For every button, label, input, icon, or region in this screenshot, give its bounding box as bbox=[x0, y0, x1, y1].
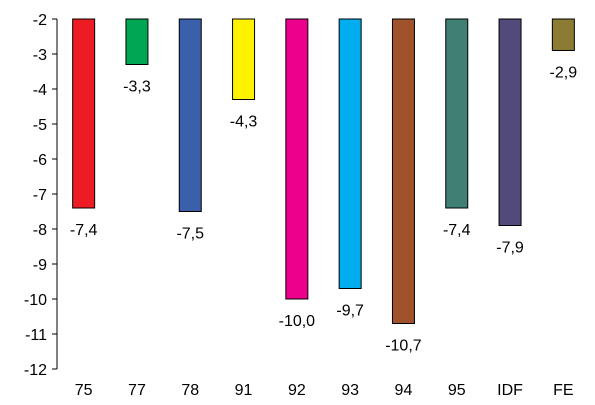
y-tick-label: -8 bbox=[33, 222, 47, 239]
bar-IDF bbox=[498, 18, 522, 226]
bar-75 bbox=[72, 18, 96, 209]
bar-78 bbox=[178, 18, 202, 212]
x-tick-label: 75 bbox=[75, 382, 93, 399]
y-tick-label: -2 bbox=[33, 12, 47, 29]
x-tick-label: 77 bbox=[128, 382, 146, 399]
bar-91 bbox=[232, 18, 256, 100]
bar-77 bbox=[125, 18, 149, 65]
data-label: -7,4 bbox=[443, 222, 471, 239]
data-label: -2,9 bbox=[550, 65, 578, 82]
y-tick-label: -12 bbox=[24, 362, 47, 379]
data-label: -7,9 bbox=[496, 240, 524, 257]
y-tick-label: -9 bbox=[33, 257, 47, 274]
bars bbox=[72, 18, 575, 324]
x-tick-label: FE bbox=[553, 382, 573, 399]
data-label: -9,7 bbox=[336, 303, 364, 320]
x-tick-label: 91 bbox=[235, 382, 253, 399]
x-tick-label: 95 bbox=[448, 382, 466, 399]
bar-FE bbox=[551, 18, 575, 51]
y-tick-label: -6 bbox=[33, 152, 47, 169]
data-label: -3,3 bbox=[123, 79, 151, 96]
data-label: -10,0 bbox=[279, 313, 316, 330]
data-label: -7,5 bbox=[176, 226, 204, 243]
x-tick-label: IDF bbox=[497, 382, 523, 399]
y-tick-label: -3 bbox=[33, 47, 47, 64]
data-labels: -7,4 -3,3 -7,5 -4,3 -10,0 -9,7 -10,7 -7,4 -7,9 -2… bbox=[70, 65, 577, 355]
y-tick-label: -10 bbox=[24, 292, 47, 309]
x-tick-label: 78 bbox=[181, 382, 199, 399]
y-tick-label: -4 bbox=[33, 82, 47, 99]
bar-94 bbox=[391, 18, 415, 324]
y-tick-label: -5 bbox=[33, 117, 47, 134]
bar-92 bbox=[285, 18, 309, 300]
bar-95 bbox=[445, 18, 469, 209]
x-tick-label: 93 bbox=[341, 382, 359, 399]
y-tick-label: -7 bbox=[33, 187, 47, 204]
y-axis: -2 -3 -4 -5 -6 -7 -8 -9 -10 -11 -12 bbox=[24, 12, 58, 379]
x-tick-label: 92 bbox=[288, 382, 306, 399]
data-label: -7,4 bbox=[70, 222, 98, 239]
data-label: -10,7 bbox=[385, 338, 422, 355]
data-label: -4,3 bbox=[230, 114, 258, 131]
bar-93 bbox=[338, 18, 362, 289]
y-tick-label: -11 bbox=[25, 327, 47, 344]
x-tick-label: 94 bbox=[395, 382, 413, 399]
x-axis-labels: 75 77 78 91 92 93 94 95 IDF FE bbox=[75, 382, 574, 399]
